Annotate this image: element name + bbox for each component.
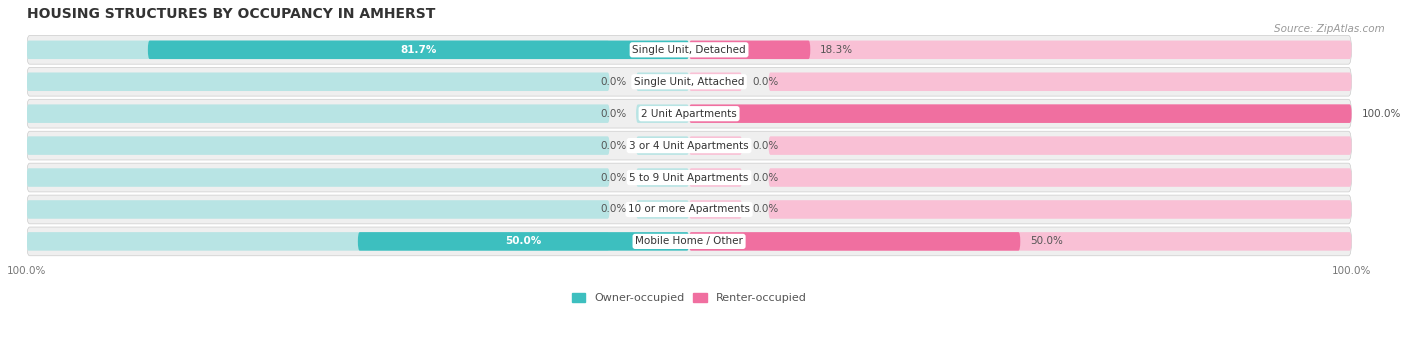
Text: Source: ZipAtlas.com: Source: ZipAtlas.com [1274, 24, 1385, 34]
FancyBboxPatch shape [689, 136, 742, 155]
FancyBboxPatch shape [636, 168, 689, 187]
FancyBboxPatch shape [148, 41, 689, 59]
FancyBboxPatch shape [27, 104, 610, 123]
Text: HOUSING STRUCTURES BY OCCUPANCY IN AMHERST: HOUSING STRUCTURES BY OCCUPANCY IN AMHER… [27, 7, 434, 21]
Text: 0.0%: 0.0% [752, 205, 779, 214]
FancyBboxPatch shape [769, 168, 1351, 187]
FancyBboxPatch shape [27, 232, 610, 251]
Text: 0.0%: 0.0% [600, 77, 626, 87]
Text: Single Unit, Attached: Single Unit, Attached [634, 77, 744, 87]
Text: 0.0%: 0.0% [600, 141, 626, 150]
FancyBboxPatch shape [27, 195, 1351, 224]
Text: 100.0%: 100.0% [1361, 109, 1400, 119]
FancyBboxPatch shape [689, 73, 742, 91]
Text: 3 or 4 Unit Apartments: 3 or 4 Unit Apartments [630, 141, 749, 150]
Text: 0.0%: 0.0% [600, 172, 626, 183]
Text: 50.0%: 50.0% [505, 236, 541, 246]
FancyBboxPatch shape [27, 131, 1351, 160]
FancyBboxPatch shape [689, 200, 742, 219]
FancyBboxPatch shape [27, 168, 610, 187]
FancyBboxPatch shape [689, 41, 810, 59]
Text: 0.0%: 0.0% [600, 205, 626, 214]
Text: 0.0%: 0.0% [600, 109, 626, 119]
Text: 5 to 9 Unit Apartments: 5 to 9 Unit Apartments [630, 172, 749, 183]
FancyBboxPatch shape [27, 99, 1351, 128]
Text: 0.0%: 0.0% [752, 77, 779, 87]
FancyBboxPatch shape [769, 136, 1351, 155]
Text: 0.0%: 0.0% [752, 141, 779, 150]
FancyBboxPatch shape [689, 232, 1021, 251]
Text: Single Unit, Detached: Single Unit, Detached [633, 45, 745, 55]
FancyBboxPatch shape [636, 73, 689, 91]
FancyBboxPatch shape [27, 200, 610, 219]
FancyBboxPatch shape [27, 136, 610, 155]
FancyBboxPatch shape [636, 200, 689, 219]
FancyBboxPatch shape [359, 232, 689, 251]
FancyBboxPatch shape [636, 136, 689, 155]
Text: 50.0%: 50.0% [1031, 236, 1063, 246]
FancyBboxPatch shape [769, 41, 1351, 59]
FancyBboxPatch shape [689, 168, 742, 187]
FancyBboxPatch shape [769, 232, 1351, 251]
Text: 10 or more Apartments: 10 or more Apartments [628, 205, 749, 214]
Text: 18.3%: 18.3% [820, 45, 853, 55]
FancyBboxPatch shape [769, 200, 1351, 219]
FancyBboxPatch shape [769, 104, 1351, 123]
FancyBboxPatch shape [27, 41, 610, 59]
FancyBboxPatch shape [27, 67, 1351, 96]
FancyBboxPatch shape [636, 104, 689, 123]
Text: 81.7%: 81.7% [401, 45, 437, 55]
Text: 0.0%: 0.0% [752, 172, 779, 183]
FancyBboxPatch shape [769, 73, 1351, 91]
Legend: Owner-occupied, Renter-occupied: Owner-occupied, Renter-occupied [568, 289, 811, 308]
FancyBboxPatch shape [27, 163, 1351, 192]
FancyBboxPatch shape [27, 73, 610, 91]
FancyBboxPatch shape [27, 36, 1351, 64]
FancyBboxPatch shape [689, 104, 1351, 123]
FancyBboxPatch shape [27, 227, 1351, 256]
Text: 2 Unit Apartments: 2 Unit Apartments [641, 109, 737, 119]
Text: Mobile Home / Other: Mobile Home / Other [636, 236, 742, 246]
